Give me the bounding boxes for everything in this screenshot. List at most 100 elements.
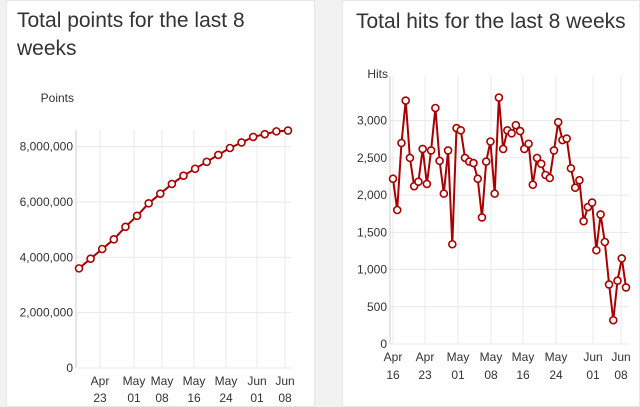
hits-x-tick-label: Apr	[416, 350, 435, 364]
hits-x-tick-label: 16	[386, 368, 400, 382]
hits-data-point	[545, 173, 555, 183]
hits-data-point	[621, 283, 631, 292]
hits-data-point	[511, 120, 521, 130]
points-data-point	[260, 129, 270, 139]
hits-data-point	[431, 103, 440, 113]
hits-data-point	[418, 144, 427, 154]
hits-data-point	[439, 189, 449, 198]
hits-y-axis-title: Hits	[367, 67, 388, 81]
points-data-point	[248, 132, 258, 142]
hits-data-point	[481, 157, 491, 166]
hits-data-point	[579, 216, 588, 226]
hits-data-point	[397, 138, 406, 148]
hits-x-tick-label: May	[447, 350, 470, 364]
hits-data-point	[477, 213, 487, 222]
points-y-tick-label: 0	[66, 361, 73, 375]
hits-data-point	[405, 153, 415, 163]
points-data-point	[121, 222, 130, 232]
hits-data-point	[490, 189, 499, 198]
points-y-tick-label: 4,000,000	[20, 250, 74, 264]
hits-y-tick-label: 1,500	[357, 225, 387, 239]
points-data-point	[202, 157, 212, 167]
hits-data-point	[528, 180, 538, 189]
points-x-tick-label: 23	[93, 391, 107, 405]
points-y-tick-label: 6,000,000	[20, 195, 74, 209]
hits-data-point	[562, 134, 571, 143]
points-x-tick-label: 08	[278, 391, 292, 405]
hits-data-point	[596, 210, 605, 219]
hits-x-tick-label: 24	[549, 368, 563, 382]
hits-data-point	[570, 183, 580, 192]
points-x-tick-label: May	[215, 374, 238, 388]
hits-x-tick-label: 08	[614, 368, 628, 382]
hits-data-point	[617, 254, 627, 263]
points-x-tick-label: 24	[219, 391, 233, 405]
hits-y-tick-label: 3,000	[357, 114, 387, 128]
points-line-chart: 0 2,000,000 4,000,000 6,000,000 8,000,000 Poi…	[20, 91, 295, 405]
points-data-point	[155, 189, 165, 198]
hits-y-tick-label: 1,000	[357, 263, 387, 277]
hits-data-point	[498, 144, 508, 154]
points-x-tick-label: Apr	[91, 374, 110, 388]
hits-x-tick-label: 08	[484, 368, 498, 382]
points-data-point	[283, 126, 293, 135]
hits-data-point	[388, 174, 398, 184]
hits-data-point	[608, 315, 618, 325]
hits-data-point	[553, 117, 563, 127]
points-data-point	[214, 150, 223, 160]
hits-data-point	[456, 126, 466, 135]
points-y-axis-title: Points	[41, 91, 74, 105]
hits-data-point	[422, 179, 432, 189]
hits-data-point	[469, 158, 478, 168]
hits-x-tick-label: Jun	[583, 350, 602, 364]
hits-data-point	[401, 96, 411, 105]
hits-data-point	[524, 139, 533, 149]
hits-data-point	[426, 146, 436, 155]
hits-data-point	[435, 156, 444, 166]
hits-data-point	[592, 245, 601, 255]
hits-data-point	[507, 129, 516, 138]
hits-data-point	[443, 146, 453, 155]
points-x-tick-label: 01	[250, 391, 264, 405]
hits-data-point	[566, 164, 576, 173]
points-data-point	[132, 211, 142, 221]
points-data-point	[86, 254, 95, 263]
hits-x-tick-label: May	[480, 350, 503, 364]
points-data-point	[272, 127, 281, 136]
points-data-point	[179, 171, 188, 180]
hits-y-tick-label: 2,000	[357, 188, 387, 202]
points-x-tick-label: 16	[187, 391, 201, 405]
points-x-tick-label: Jun	[275, 374, 294, 388]
points-x-tick-label: May	[123, 374, 146, 388]
hits-x-tick-label: Jun	[611, 350, 630, 364]
points-x-tick-label: May	[151, 374, 174, 388]
hits-data-point	[515, 126, 525, 136]
points-data-point	[167, 179, 177, 189]
hits-data-point	[575, 175, 584, 185]
points-y-tick-label: 8,000,000	[20, 140, 74, 154]
hits-x-tick-label: May	[545, 350, 568, 364]
points-data-point	[97, 244, 107, 254]
hits-chart-title: Total hits for the last 8 weeks	[356, 10, 626, 33]
points-y-tick-label: 2,000,000	[20, 306, 74, 320]
points-x-tick-label: 01	[127, 391, 141, 405]
hits-y-tick-label: 500	[367, 300, 387, 314]
hits-data-point	[536, 159, 546, 169]
hits-y-tick-label: 2,500	[357, 151, 387, 165]
hits-data-point	[414, 177, 423, 187]
points-chart-panel: Total points for the last 8 weeks	[6, 0, 315, 407]
hits-data-point	[549, 146, 559, 155]
points-data-point	[144, 199, 153, 208]
hits-x-tick-label: 01	[586, 368, 600, 382]
hits-data-point	[494, 93, 504, 102]
hits-data-point	[473, 174, 483, 184]
hits-data-point	[448, 239, 457, 249]
points-chart-title: Total points for the last 8 weeks	[17, 9, 245, 60]
hits-x-tick-label: 01	[451, 368, 465, 382]
hits-data-point	[532, 153, 542, 163]
points-x-tick-label: 08	[155, 391, 169, 405]
hits-x-tick-label: May	[512, 350, 535, 364]
hits-data-point	[604, 280, 614, 289]
points-data-point	[225, 143, 235, 153]
